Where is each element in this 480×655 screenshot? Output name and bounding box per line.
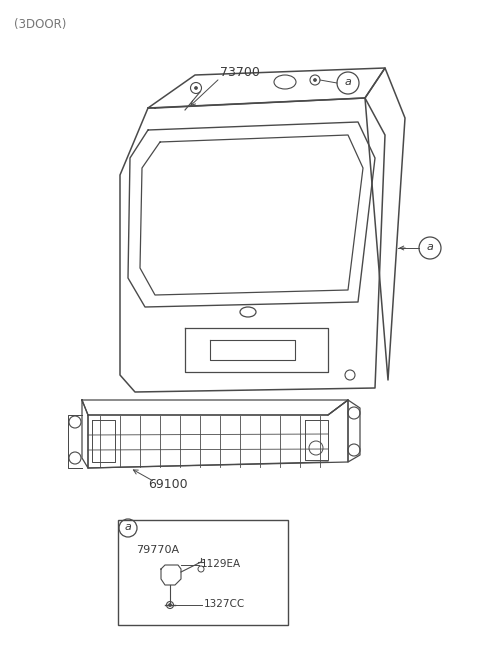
Circle shape bbox=[313, 79, 316, 81]
Text: 69100: 69100 bbox=[148, 479, 188, 491]
Circle shape bbox=[169, 604, 171, 606]
Text: (3DOOR): (3DOOR) bbox=[14, 18, 66, 31]
Text: a: a bbox=[427, 242, 433, 252]
Text: a: a bbox=[345, 77, 351, 87]
Text: 79770A: 79770A bbox=[136, 545, 179, 555]
Circle shape bbox=[194, 86, 197, 90]
Bar bbox=[118, 520, 288, 625]
Text: 73700: 73700 bbox=[220, 66, 260, 79]
Text: 1129EA: 1129EA bbox=[201, 559, 241, 569]
Text: 1327CC: 1327CC bbox=[204, 599, 245, 609]
Text: a: a bbox=[125, 522, 132, 532]
